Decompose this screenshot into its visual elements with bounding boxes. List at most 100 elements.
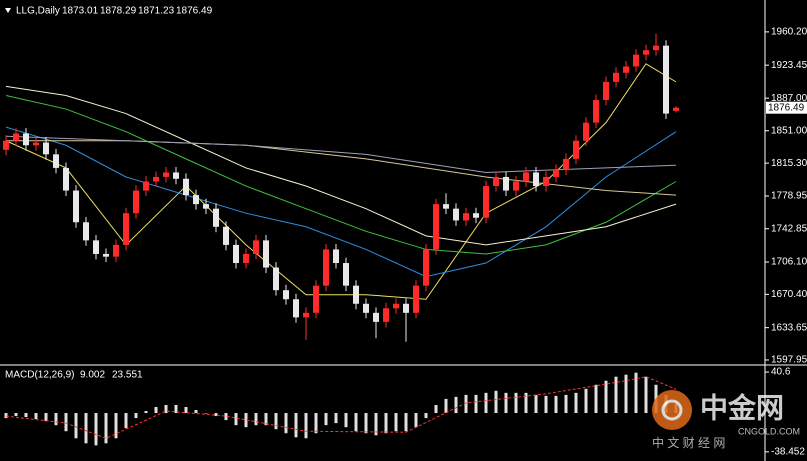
candle-body xyxy=(563,158,569,170)
candle-body xyxy=(273,267,279,291)
candle-body xyxy=(503,176,509,191)
macd-bar xyxy=(624,374,628,414)
candle-body xyxy=(243,253,249,264)
header-close: 1876.49 xyxy=(176,6,213,17)
macd-bar xyxy=(444,398,448,414)
candle-body xyxy=(53,154,59,168)
macd-bar xyxy=(134,413,138,419)
candle-body xyxy=(123,213,129,245)
candle-body xyxy=(223,226,229,245)
moving-average xyxy=(5,126,677,278)
macd-bar xyxy=(524,392,528,414)
candle-body xyxy=(493,176,499,187)
candle-body xyxy=(663,45,669,114)
candle-body xyxy=(353,285,359,304)
candle-body xyxy=(403,303,409,313)
logo-mark xyxy=(661,399,683,421)
macd-bar xyxy=(414,413,418,428)
macd-bar xyxy=(24,413,28,418)
macd-bar xyxy=(254,413,258,426)
macd-bar xyxy=(534,394,538,414)
macd-bar xyxy=(394,413,398,432)
current-price-label: 1876.49 xyxy=(768,102,805,113)
macd-bar xyxy=(174,404,178,414)
macd-bar xyxy=(194,410,198,414)
macd-bar xyxy=(234,413,238,426)
candle-body xyxy=(333,249,339,264)
signal-line xyxy=(5,376,677,439)
y-tick-label: 1851.00 xyxy=(771,125,807,136)
candle-body xyxy=(213,208,219,227)
macd-bar xyxy=(364,413,368,434)
y-tick-label: 1742.85 xyxy=(771,223,807,234)
candle-body xyxy=(623,66,629,73)
macd-bar xyxy=(294,413,298,438)
macd-bar xyxy=(594,384,598,414)
macd-bar xyxy=(404,413,408,432)
candle-body xyxy=(3,140,9,150)
macd-bar xyxy=(4,413,8,419)
macd-bar xyxy=(544,395,548,414)
macd-bar xyxy=(574,392,578,414)
candle-body xyxy=(473,213,479,218)
candle-body xyxy=(33,142,39,146)
candle-body xyxy=(313,285,319,313)
candle-body xyxy=(463,213,469,221)
macd-bar xyxy=(284,413,288,434)
y-tick-label: 1597.95 xyxy=(771,355,807,366)
macd-bar xyxy=(564,394,568,414)
y-tick-label: -38.452 xyxy=(771,447,805,458)
macd-bar xyxy=(604,380,608,414)
y-tick-label: 1633.65 xyxy=(771,322,807,333)
macd-bar xyxy=(264,413,268,426)
macd-bar xyxy=(424,413,428,419)
header-open: 1873.01 xyxy=(62,6,99,17)
candle-body xyxy=(513,181,519,191)
macd-bar xyxy=(374,413,378,436)
macd-bar xyxy=(54,413,58,426)
macd-title: MACD(12,26,9) xyxy=(5,370,74,381)
macd-bar xyxy=(344,413,348,428)
header-high: 1878.29 xyxy=(100,6,137,17)
watermark-site: CNGOLD.COM xyxy=(738,426,800,436)
y-tick-label: 1706.10 xyxy=(771,257,807,268)
macd-bar xyxy=(34,413,38,420)
header-low: 1871.23 xyxy=(138,6,175,17)
candle-body xyxy=(193,195,199,205)
macd-bar xyxy=(144,411,148,414)
candle-body xyxy=(543,176,549,187)
candle-body xyxy=(363,303,369,313)
candle-body xyxy=(163,172,169,177)
logo xyxy=(652,390,692,430)
moving-average xyxy=(5,135,677,173)
macd-bar xyxy=(14,413,18,417)
macd-bar xyxy=(224,413,228,421)
chart-title: LLG,Daily xyxy=(16,6,60,17)
macd-bar xyxy=(354,413,358,432)
y-tick-label: 1960.20 xyxy=(771,27,807,38)
candle-body xyxy=(433,204,439,250)
macd-bar xyxy=(614,376,618,414)
y-tick-label: 40.6 xyxy=(771,367,791,378)
candle-body xyxy=(143,181,149,191)
candle-body xyxy=(73,190,79,223)
candle-body xyxy=(113,244,119,257)
candle-body xyxy=(383,308,389,322)
candle-body xyxy=(43,142,49,155)
candle-body xyxy=(293,299,299,318)
candle-body xyxy=(573,140,579,159)
macd-bar xyxy=(454,396,458,414)
candle-body xyxy=(183,178,189,196)
candle-body xyxy=(603,81,609,100)
macd-bar xyxy=(434,404,438,414)
current-price-box xyxy=(766,101,807,114)
macd-bar xyxy=(44,413,48,422)
macd-bar xyxy=(334,413,338,424)
watermark: 中金网 CNGOLD.COM 中 文 财 经 网 xyxy=(652,390,800,450)
candle-body xyxy=(533,172,539,187)
candle-body xyxy=(523,172,529,182)
candle-body xyxy=(423,249,429,286)
macd-bar xyxy=(104,413,108,444)
candle-body xyxy=(103,253,109,257)
macd-bar xyxy=(184,406,188,414)
